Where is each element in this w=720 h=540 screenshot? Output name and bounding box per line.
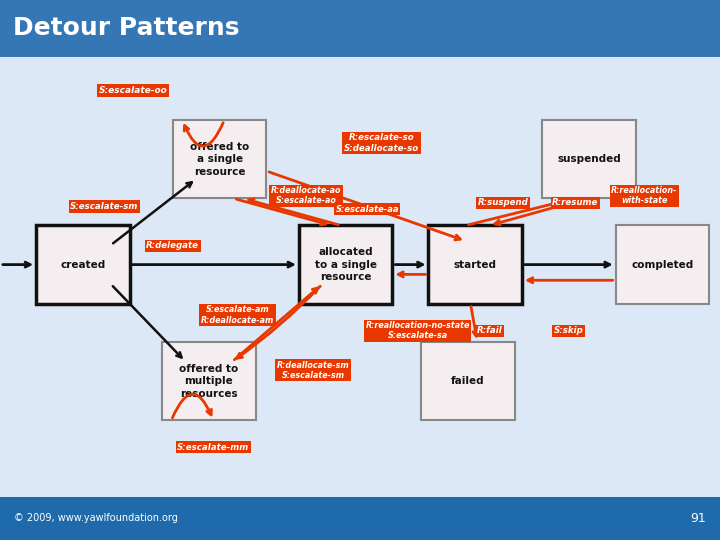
Text: suspended: suspended xyxy=(557,154,621,164)
Text: R:resume: R:resume xyxy=(552,198,598,207)
Text: failed: failed xyxy=(451,376,485,386)
Text: S:escalate-mm: S:escalate-mm xyxy=(177,443,250,452)
Text: R:deallocate-ao
S:escalate-ao: R:deallocate-ao S:escalate-ao xyxy=(271,186,341,205)
Text: S:skip: S:skip xyxy=(554,326,584,335)
Text: R:deallocate-sm
S:escalate-sm: R:deallocate-sm S:escalate-sm xyxy=(276,361,350,380)
Text: R:fail: R:fail xyxy=(477,326,503,335)
Text: S:escalate-oo: S:escalate-oo xyxy=(99,86,168,95)
FancyBboxPatch shape xyxy=(542,120,636,198)
Text: S:escalate-sm: S:escalate-sm xyxy=(71,202,138,211)
FancyBboxPatch shape xyxy=(162,342,256,420)
Text: R:reallocation-no-state
S:escalate-sa: R:reallocation-no-state S:escalate-sa xyxy=(366,321,469,340)
Text: S:escalate-aa: S:escalate-aa xyxy=(336,205,399,214)
FancyBboxPatch shape xyxy=(421,342,515,420)
Bar xyxy=(0,497,720,540)
Text: S:escalate-am
R:deallocate-am: S:escalate-am R:deallocate-am xyxy=(201,305,274,325)
FancyBboxPatch shape xyxy=(428,226,522,303)
Text: Detour Patterns: Detour Patterns xyxy=(13,16,240,40)
Text: © 2009, www.yawlfoundation.org: © 2009, www.yawlfoundation.org xyxy=(14,514,179,523)
FancyBboxPatch shape xyxy=(616,226,709,303)
Text: started: started xyxy=(454,260,497,269)
Text: R:delegate: R:delegate xyxy=(146,241,199,250)
Text: R:reallocation-
with-state: R:reallocation- with-state xyxy=(611,186,678,205)
Text: completed: completed xyxy=(631,260,693,269)
Bar xyxy=(0,0,720,57)
Text: offered to
multiple
resources: offered to multiple resources xyxy=(179,364,238,399)
Text: R:escalate-so
S:deallocate-so: R:escalate-so S:deallocate-so xyxy=(344,133,419,153)
FancyBboxPatch shape xyxy=(299,226,392,303)
Text: R:suspend: R:suspend xyxy=(478,198,528,207)
Text: created: created xyxy=(60,260,105,269)
Text: 91: 91 xyxy=(690,512,706,525)
Text: allocated
to a single
resource: allocated to a single resource xyxy=(315,247,377,282)
FancyBboxPatch shape xyxy=(173,120,266,198)
FancyBboxPatch shape xyxy=(36,226,130,303)
Text: offered to
a single
resource: offered to a single resource xyxy=(190,142,249,177)
